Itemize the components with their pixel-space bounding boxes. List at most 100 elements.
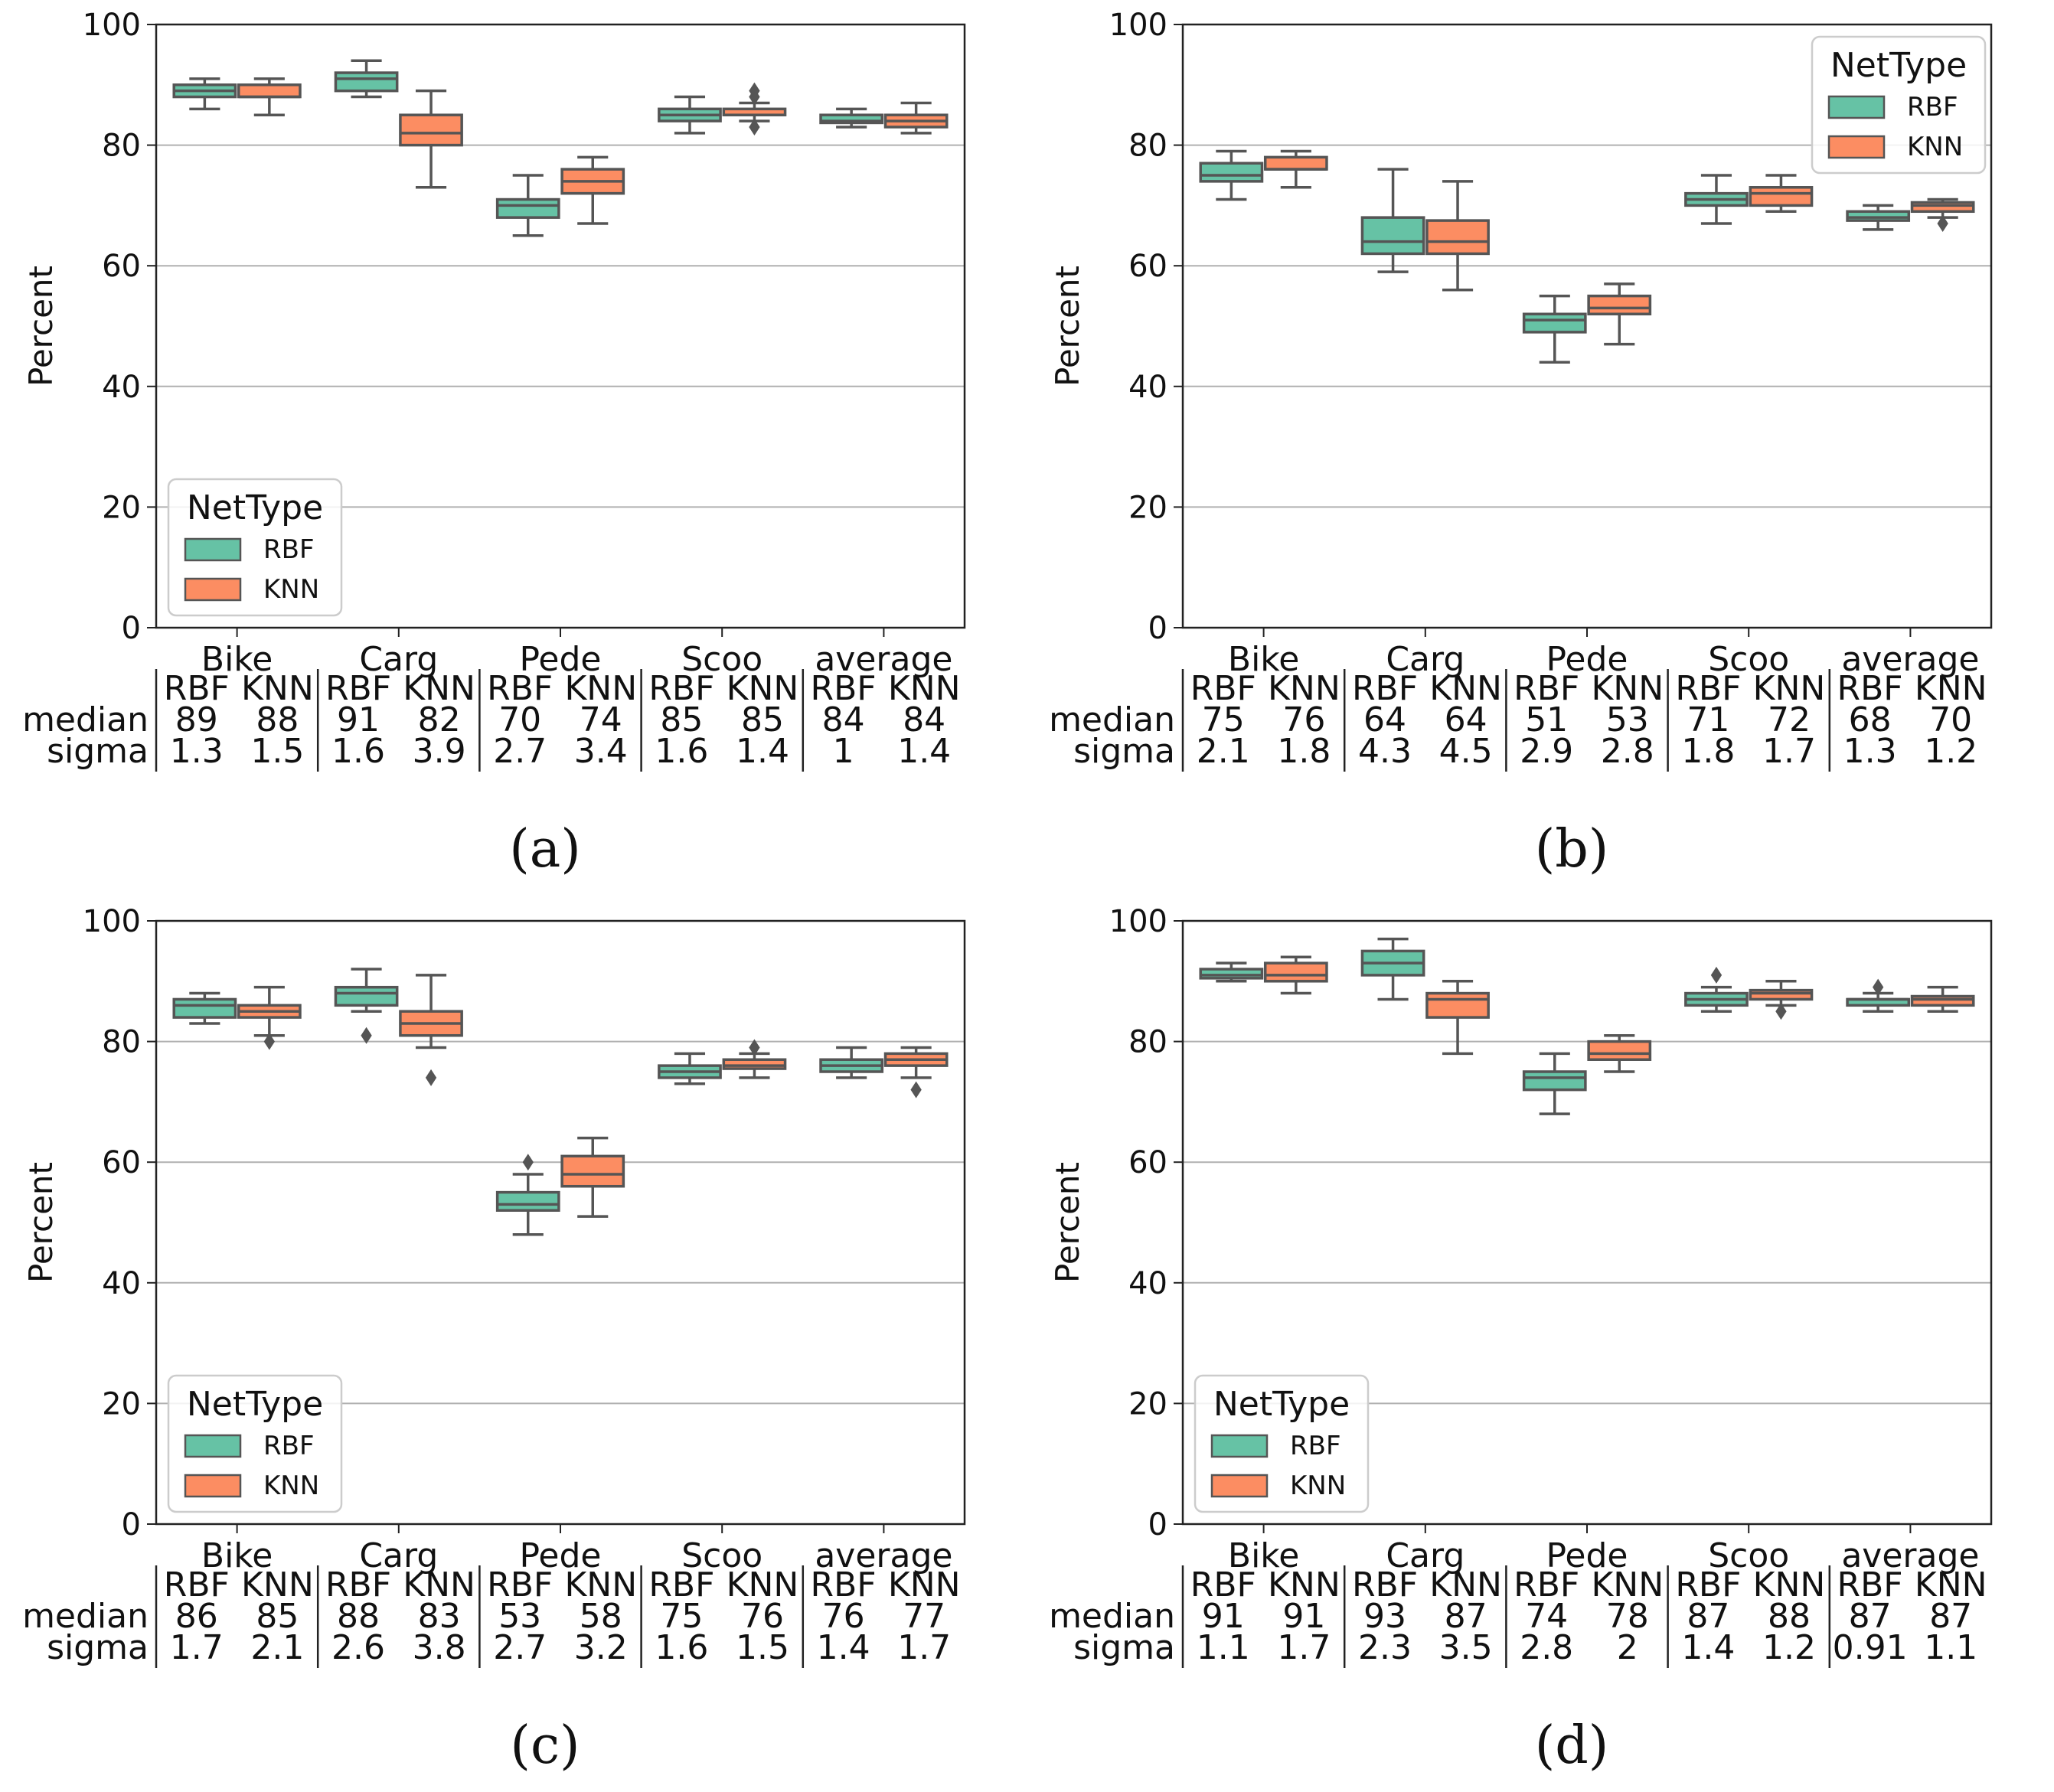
table-header: RBF	[1514, 1565, 1579, 1604]
legend-label: KNN	[263, 1470, 319, 1501]
table-sigma-value: 2.6	[331, 1628, 385, 1667]
y-tick-label: 80	[102, 1025, 141, 1060]
box-RBF-Bike	[172, 991, 237, 1025]
table-median-value: 87	[1849, 1597, 1892, 1636]
table-median-value: 84	[822, 700, 865, 739]
box-RBF-Bike	[172, 77, 237, 111]
panel-c: 0 20 40 60 80 100 Percent Bike Carg Pede Scoo avera…	[0, 896, 1027, 1792]
box-RBF-Pede	[1522, 294, 1587, 364]
y-tick-label: 60	[102, 1145, 141, 1180]
table-header: KNN	[1915, 1565, 1987, 1604]
panel-b: 0 20 40 60 80 100 Percent Bike Carg Pede Scoo avera…	[1027, 0, 2053, 896]
table-header: KNN	[1268, 669, 1340, 708]
table-median-value: 85	[256, 1597, 299, 1636]
box-iqr	[1425, 991, 1490, 1019]
x-tick-label: Scoo	[681, 1536, 762, 1575]
y-tick-label: 80	[1128, 1025, 1167, 1060]
table-median-value: 75	[660, 1597, 703, 1636]
x-tick-label: Pede	[1546, 1536, 1628, 1575]
table-header: KNN	[1591, 669, 1664, 708]
legend-swatch	[184, 1474, 242, 1498]
table-sigma-value: 2.8	[1601, 732, 1654, 771]
box-KNN-Scoo	[722, 82, 787, 135]
legend-label: RBF	[263, 534, 315, 565]
box-RBF-Scoo	[658, 1052, 722, 1085]
table-header: RBF	[1837, 669, 1903, 708]
box-KNN-Pede	[560, 155, 625, 225]
table-header: KNN	[1753, 669, 1826, 708]
table-header: RBF	[325, 669, 391, 708]
y-tick-label: 100	[83, 904, 141, 939]
outlier-marker	[263, 1033, 275, 1050]
box-iqr	[1263, 155, 1328, 171]
table-sigma-value: 1.4	[897, 732, 951, 771]
legend-label: KNN	[1290, 1470, 1346, 1501]
table-header: RBF	[1352, 669, 1418, 708]
table-median-value: 86	[175, 1597, 218, 1636]
table-sigma-value: 1.1	[1197, 1628, 1250, 1667]
legend: NetType RBF KNN	[167, 478, 343, 617]
legend-swatch	[1827, 135, 1886, 159]
table-sigma-value: 4.3	[1358, 732, 1412, 771]
table-sigma-value: 1.8	[1681, 732, 1735, 771]
table-header: KNN	[241, 1565, 314, 1604]
box-KNN-Carg	[399, 974, 463, 1086]
box-iqr	[1199, 162, 1264, 183]
box-iqr	[1749, 186, 1814, 207]
table-sigma-value: 2.7	[493, 732, 547, 771]
table-median-value: 91	[1202, 1597, 1245, 1636]
box-KNN-Pede	[1587, 1033, 1652, 1073]
box-iqr	[1749, 988, 1814, 1001]
x-tick-label: average	[1841, 640, 1979, 679]
table-header: KNN	[888, 669, 961, 708]
table-header: RBF	[1837, 1565, 1903, 1604]
y-tick-label: 80	[102, 129, 141, 164]
table-sigma-value: 1	[833, 732, 854, 771]
outlier-marker	[361, 1027, 372, 1044]
x-tick-label: Carg	[1386, 1536, 1465, 1575]
table-header: KNN	[1268, 1565, 1340, 1604]
y-tick-label: 60	[1128, 249, 1167, 284]
table-sigma-value: 1.4	[1681, 1628, 1735, 1667]
box-KNN-average	[1910, 985, 1975, 1013]
legend-swatch	[184, 537, 242, 562]
box-iqr	[1587, 294, 1652, 315]
table-sigma-value: 3.2	[574, 1628, 628, 1667]
table-median-value: 76	[1282, 700, 1325, 739]
table-sigma-value: 1.5	[736, 1628, 789, 1667]
table-median-value: 75	[1202, 700, 1245, 739]
row-label-median: median	[1049, 700, 1175, 739]
row-label-median: median	[22, 1597, 149, 1636]
table-median-value: 70	[498, 700, 541, 739]
x-tick-label: Pede	[519, 1536, 601, 1575]
table-sigma-value: 3.4	[574, 732, 628, 771]
table-median-value: 85	[741, 700, 784, 739]
table-median-value: 89	[175, 700, 218, 739]
row-label-sigma: sigma	[47, 1628, 149, 1667]
legend: NetType RBF KNN	[1194, 1374, 1370, 1513]
box-RBF-average	[1846, 204, 1911, 231]
table-sigma-value: 2.1	[250, 1628, 304, 1667]
table-median-value: 87	[1445, 1597, 1487, 1636]
table-sigma-value: 2.8	[1520, 1628, 1573, 1667]
box-RBF-Bike	[1199, 961, 1264, 983]
table-median-value: 87	[1929, 1597, 1972, 1636]
table-sigma-value: 2.9	[1520, 732, 1573, 771]
box-KNN-Carg	[1425, 980, 1490, 1056]
y-tick-label: 40	[102, 1266, 141, 1301]
table-median-value: 72	[1768, 700, 1811, 739]
box-plot-svg: 0 20 40 60 80 100 Percent Bike Carg Pede Scoo avera…	[22, 8, 966, 880]
x-tick-label: Bike	[201, 1536, 273, 1575]
outlier-marker	[1937, 215, 1948, 233]
box-KNN-Scoo	[1749, 980, 1814, 1020]
box-iqr	[1910, 201, 1975, 214]
y-tick-label: 80	[1128, 129, 1167, 164]
table-median-value: 70	[1929, 700, 1972, 739]
y-axis-label: Percent	[1049, 1162, 1086, 1283]
table-header: KNN	[1591, 1565, 1664, 1604]
table-median-value: 88	[1768, 1597, 1811, 1636]
table-header: RBF	[648, 1565, 714, 1604]
table-sigma-value: 2	[1617, 1628, 1638, 1667]
y-tick-label: 100	[1109, 8, 1167, 43]
